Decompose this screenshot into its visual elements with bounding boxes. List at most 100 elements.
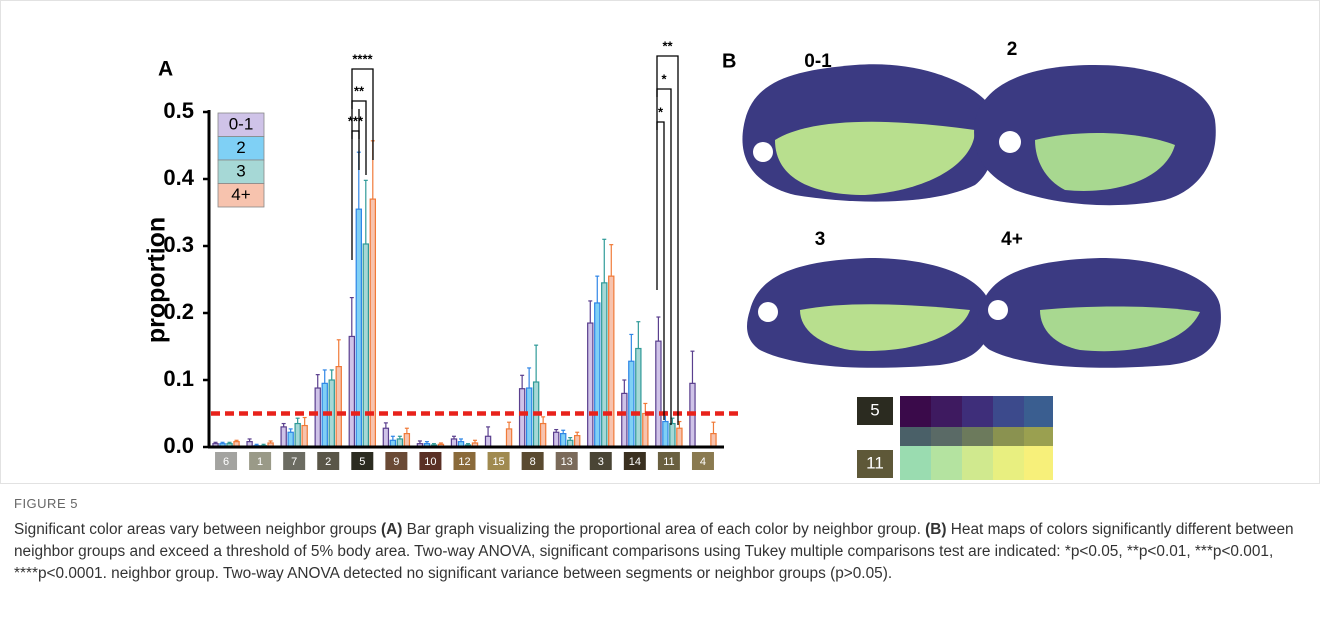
- caption-text: Bar graph visualizing the proportional a…: [402, 521, 925, 538]
- error-bar: [622, 380, 626, 393]
- x-tick-label: 6: [223, 456, 229, 468]
- bar: [527, 388, 532, 447]
- bar: [288, 432, 293, 447]
- bar: [520, 389, 525, 447]
- error-bar: [337, 340, 341, 367]
- caption-text: (A): [381, 521, 402, 538]
- significance-label: *: [661, 71, 667, 86]
- significance-label: **: [354, 83, 365, 98]
- map-label: 4+: [1001, 229, 1023, 250]
- significance-label: *: [658, 104, 664, 119]
- figure: A proportion B 0-1 2 3 4+: [0, 0, 1320, 485]
- error-bar: [384, 423, 388, 428]
- error-bar: [588, 301, 592, 323]
- bar: [336, 367, 341, 447]
- bar: [315, 388, 320, 447]
- scale-label: 11: [866, 453, 884, 472]
- figure-label: FIGURE 5: [14, 496, 78, 511]
- error-bar: [527, 368, 531, 388]
- bar: [485, 436, 490, 447]
- error-bar: [534, 345, 538, 382]
- bar: [629, 361, 634, 447]
- bar: [602, 283, 607, 447]
- bar: [575, 436, 580, 447]
- map-label: 0-1: [804, 51, 832, 72]
- bar: [383, 428, 388, 447]
- bar: [609, 276, 614, 447]
- bar: [349, 336, 354, 447]
- bar: [711, 434, 716, 447]
- page: A proportion B 0-1 2 3 4+: [0, 0, 1320, 633]
- y-tick-label: 0.4: [163, 165, 194, 190]
- x-tick-label: 10: [424, 456, 436, 468]
- y-tick-label: 0.2: [163, 299, 194, 324]
- bar: [595, 303, 600, 447]
- significance-bracket: [352, 131, 359, 139]
- bar: [295, 424, 300, 447]
- y-tick-label: 0.3: [163, 232, 194, 257]
- bar: [656, 341, 661, 447]
- error-bar: [520, 375, 524, 388]
- error-bar: [323, 370, 327, 383]
- legend-label: 0-1: [229, 114, 254, 133]
- legend-label: 2: [236, 138, 245, 157]
- error-bar: [541, 417, 545, 424]
- bar: [404, 434, 409, 447]
- bar: [643, 414, 648, 448]
- x-tick-label: 5: [359, 456, 365, 468]
- caption-text: (B): [925, 521, 946, 538]
- significance-bracket: [657, 122, 664, 130]
- x-tick-label: 2: [325, 456, 331, 468]
- error-bar: [303, 418, 307, 426]
- error-bar: [405, 428, 409, 433]
- panel-label: B: [722, 50, 736, 72]
- x-tick-label: 9: [393, 456, 399, 468]
- bar: [663, 422, 668, 447]
- significance-bracket: [352, 101, 366, 109]
- legend-label: 4+: [231, 185, 250, 204]
- x-tick-label: 3: [598, 456, 604, 468]
- error-bar: [486, 427, 490, 436]
- significance-bracket: [352, 69, 373, 77]
- error-bar: [364, 180, 368, 244]
- error-bar: [316, 375, 320, 388]
- x-tick-label: 4: [700, 456, 706, 468]
- bar: [554, 432, 559, 447]
- bar: [541, 424, 546, 447]
- map-label: 3: [815, 229, 826, 250]
- bar: [561, 434, 566, 447]
- bar: [363, 244, 368, 447]
- error-bar: [350, 298, 354, 337]
- y-tick-label: 0.0: [163, 433, 194, 458]
- panel-label: A: [158, 58, 173, 81]
- error-bar: [507, 422, 511, 429]
- error-bar: [330, 370, 334, 380]
- significance-label: **: [662, 38, 673, 53]
- heat-maps: [742, 64, 1220, 368]
- y-tick-label: 0.5: [163, 98, 194, 123]
- error-bar: [602, 239, 606, 283]
- x-tick-label: 14: [629, 456, 641, 468]
- bar: [370, 199, 375, 447]
- significance-bracket: [657, 89, 671, 97]
- significance-label: ****: [352, 51, 373, 66]
- x-tick-label: 11: [663, 456, 674, 468]
- x-tick-label: 13: [561, 456, 573, 468]
- error-bar: [629, 334, 633, 361]
- bar: [281, 427, 286, 447]
- scale-label: 5: [870, 400, 879, 419]
- x-tick-label: 15: [492, 456, 504, 468]
- error-bar: [711, 422, 715, 433]
- error-bar: [656, 317, 660, 341]
- significance-bracket: [657, 56, 678, 64]
- map-label: 2: [1007, 39, 1018, 60]
- bar: [670, 424, 675, 447]
- bar: [677, 428, 682, 447]
- bar: [622, 393, 627, 447]
- error-bar: [296, 418, 300, 423]
- error-bar: [609, 245, 613, 276]
- bar: [588, 323, 593, 447]
- caption-text: Significant color areas vary between nei…: [14, 521, 381, 538]
- error-bar: [391, 436, 395, 440]
- significance-label: ***: [348, 113, 364, 128]
